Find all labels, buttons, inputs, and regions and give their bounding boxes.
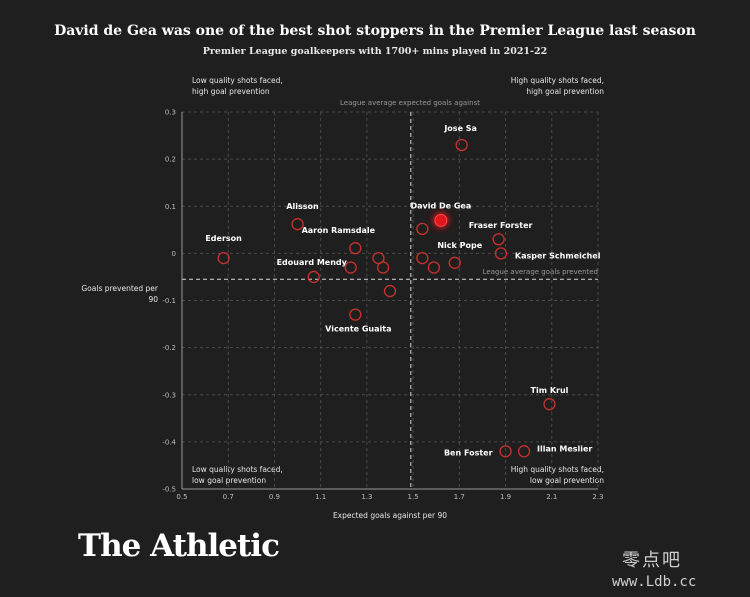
reference-label-avg-xga: League average expected goals against: [340, 99, 480, 107]
data-point: [349, 242, 362, 255]
point-label: Ben Foster: [444, 448, 493, 457]
point-label: David De Gea: [410, 201, 471, 210]
x-tick-label: 2.3: [592, 493, 603, 501]
point-label: Ederson: [205, 234, 242, 243]
y-tick-label: -0.3: [162, 391, 176, 399]
grid: [182, 111, 599, 489]
point-label: Illan Meslier: [537, 444, 592, 453]
point-label: Fraser Forster: [469, 221, 533, 230]
x-tick-label: 0.5: [176, 493, 187, 501]
y-axis-label: Goals prevented per 90: [81, 284, 158, 304]
data-point: [517, 445, 531, 458]
point-label: Aaron Ramsdale: [302, 226, 376, 235]
reference-label-avg-goals-prevented: League average goals prevented: [482, 268, 598, 276]
axes: 0.5 0.7 0.9 1.1 1.3 1.5 1.7 1.9 2.1 2.3 0.3 0.2 0.1 0…: [162, 109, 603, 502]
point-label: Kasper Schmeichel: [515, 251, 601, 260]
quadrant-label-bottom-left: Low quality shots faced, low goal preven…: [192, 465, 283, 485]
point-label: Edouard Mendy: [277, 258, 348, 267]
chart-subtitle: Premier League goalkeepers with 1700+ mi…: [202, 46, 548, 57]
y-tick-label: -0.5: [162, 486, 176, 494]
data-point: [499, 445, 512, 458]
data-point-highlight: [434, 213, 448, 227]
reference-lines: [182, 112, 598, 489]
data-point: [217, 251, 230, 265]
y-tick-label: 0.2: [165, 156, 176, 164]
data-point: [416, 251, 429, 265]
data-point: [376, 261, 390, 274]
data-point: [494, 247, 508, 260]
y-tick-label: 0: [172, 250, 176, 258]
data-point: [349, 308, 362, 321]
point-label: Nick Pope: [437, 241, 482, 250]
data-point: [307, 270, 320, 284]
brand-logo: The Athletic: [78, 528, 280, 564]
x-tick-label: 1.7: [454, 493, 465, 501]
x-tick-label: 2.1: [546, 493, 557, 501]
y-tick-label: 0.3: [165, 109, 176, 117]
data-point: [383, 284, 397, 298]
x-tick-label: 0.9: [269, 493, 280, 501]
data-points: Ederson Alisson Edouard Mendy Aaron Ramsdal…: [205, 124, 601, 458]
x-tick-label: 1.5: [408, 493, 419, 501]
y-tick-label: -0.2: [162, 344, 176, 352]
data-point: [291, 218, 304, 231]
point-label: Vicente Guaita: [325, 325, 391, 334]
data-point: [543, 398, 556, 411]
y-tick-label: -0.1: [162, 297, 176, 305]
chart-title: David de Gea was one of the best shot st…: [54, 23, 696, 39]
watermark-text: 零点吧: [622, 550, 682, 571]
x-tick-label: 0.7: [223, 493, 234, 501]
data-point: [448, 256, 461, 269]
x-tick-label: 1.1: [315, 493, 326, 501]
y-tick-label: -0.4: [162, 438, 176, 446]
data-point: [455, 138, 468, 152]
quadrant-label-bottom-right: High quality shots faced, low goal preve…: [510, 465, 604, 485]
data-point: [427, 261, 441, 274]
y-tick-label: 0.1: [165, 203, 176, 211]
quadrant-label-top-left: Low quality shots faced, high goal preve…: [192, 76, 283, 96]
x-tick-label: 1.3: [361, 493, 372, 501]
watermark-url: www.Ldb.cc: [612, 574, 697, 590]
x-axis-label: Expected goals against per 90: [332, 511, 448, 520]
point-label: Tim Krul: [531, 386, 569, 395]
data-point: [344, 261, 357, 274]
data-point: [416, 222, 429, 236]
quadrant-label-top-right: High quality shots faced, high goal prev…: [510, 76, 604, 96]
x-tick-label: 1.9: [500, 493, 511, 501]
point-label: Alisson: [286, 202, 319, 211]
point-label: Jose Sa: [443, 124, 477, 133]
data-point: [492, 233, 505, 246]
